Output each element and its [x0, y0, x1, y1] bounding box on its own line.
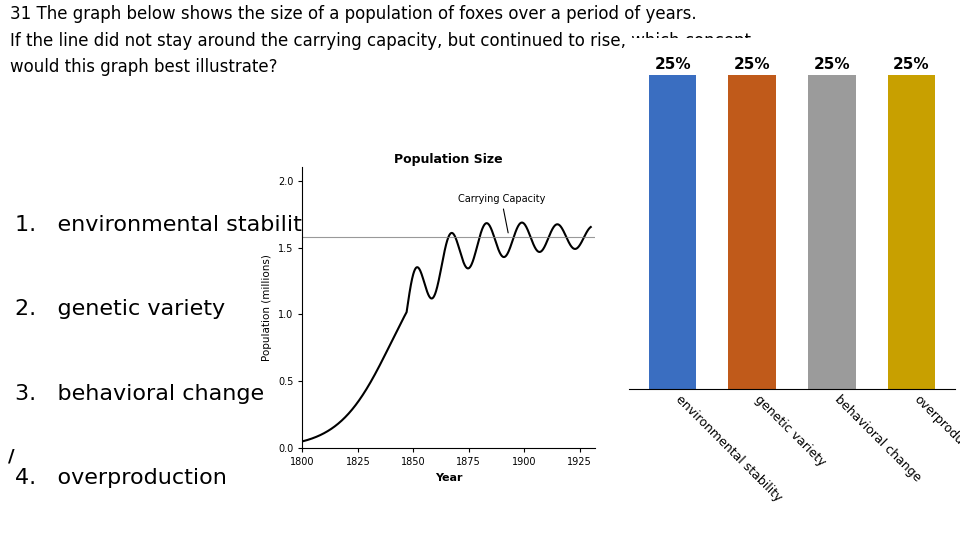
Bar — [808, 76, 855, 389]
Text: 25%: 25% — [733, 57, 771, 72]
Bar — [729, 76, 776, 389]
Text: 25%: 25% — [655, 57, 691, 72]
Text: 25%: 25% — [813, 57, 851, 72]
Bar — [649, 76, 696, 389]
Text: 4.   overproduction: 4. overproduction — [15, 468, 228, 488]
Text: Carrying Capacity: Carrying Capacity — [458, 193, 545, 233]
Text: /: / — [8, 447, 14, 465]
Title: Population Size: Population Size — [395, 153, 503, 166]
Y-axis label: Population (millions): Population (millions) — [262, 254, 273, 361]
Bar — [888, 76, 935, 389]
X-axis label: Year: Year — [435, 473, 463, 483]
Text: 3.   behavioral change: 3. behavioral change — [15, 383, 265, 404]
Text: 2.   genetic variety: 2. genetic variety — [15, 299, 226, 320]
Text: 1.   environmental stability: 1. environmental stability — [15, 215, 315, 235]
Text: 25%: 25% — [893, 57, 929, 72]
Text: 31 The graph below shows the size of a population of foxes over a period of year: 31 The graph below shows the size of a p… — [10, 5, 751, 76]
